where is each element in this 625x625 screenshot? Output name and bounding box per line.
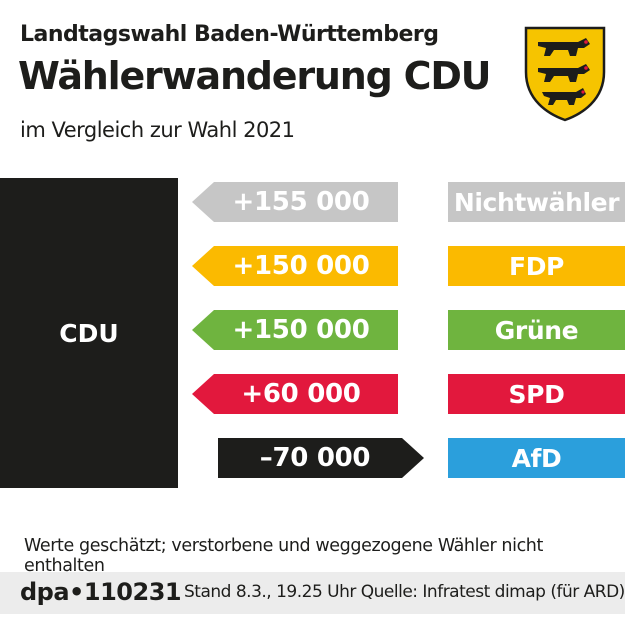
footer-brand: dpa•110231 [20, 578, 182, 606]
coat-of-arms-icon [524, 26, 606, 122]
page-title: Wählerwanderung CDU [18, 54, 492, 98]
center-party-label: CDU [59, 318, 119, 348]
party-label-fdp: FDP [448, 246, 625, 286]
flow-arrow-spd: +60 000 [192, 374, 398, 414]
footnote: Werte geschätzt; verstorbene und weggezo… [24, 536, 543, 576]
flow-arrow-fdp: +150 000 [192, 246, 398, 286]
header-subtitle: Landtagswahl Baden-Württemberg [20, 22, 439, 47]
party-label-spd: SPD [448, 374, 625, 414]
flow-arrow-afd: –70 000 [218, 438, 424, 478]
flow-arrow-nichtw-hler: +155 000 [192, 182, 398, 222]
header-description: im Vergleich zur Wahl 2021 [20, 118, 295, 142]
center-party-box: CDU [0, 178, 178, 488]
party-label-nichtw-hler: Nichtwähler [448, 182, 625, 222]
party-label-gr-ne: Grüne [448, 310, 625, 350]
footer-bar: dpa•110231 Stand 8.3., 19.25 Uhr Quelle:… [0, 572, 625, 614]
footer-source: Stand 8.3., 19.25 Uhr Quelle: Infratest … [184, 582, 625, 602]
party-label-afd: AfD [448, 438, 625, 478]
flow-arrow-gr-ne: +150 000 [192, 310, 398, 350]
